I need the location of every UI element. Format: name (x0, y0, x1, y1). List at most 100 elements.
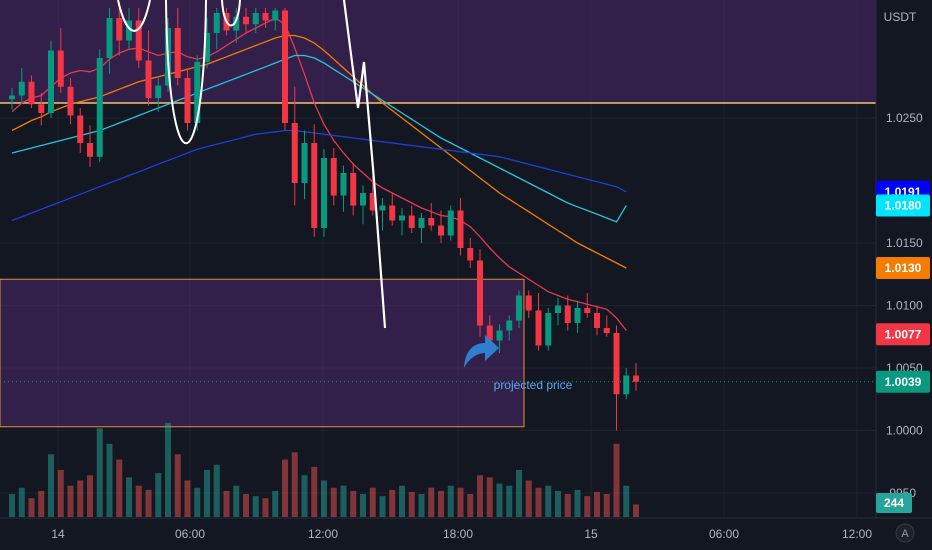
annotations: projected price (464, 335, 573, 392)
candle[interactable] (594, 305, 600, 336)
volume-bar (38, 490, 45, 517)
candle-body (594, 313, 600, 328)
candle-body (321, 158, 327, 228)
candle[interactable] (243, 8, 249, 33)
volume-bar (28, 498, 35, 517)
volume-bar (516, 470, 522, 517)
projected-price-label: projected price (494, 378, 573, 392)
volume-bar (301, 475, 308, 517)
candle[interactable] (96, 49, 103, 162)
volume-bar (311, 466, 318, 517)
candle[interactable] (18, 68, 25, 103)
candle[interactable] (506, 315, 513, 341)
candle[interactable] (603, 315, 610, 337)
volume-bar (633, 504, 639, 517)
candle[interactable] (311, 124, 318, 237)
candle[interactable] (457, 198, 464, 256)
candle[interactable] (48, 40, 54, 119)
candle[interactable] (623, 368, 630, 400)
candle[interactable] (282, 8, 288, 131)
candle[interactable] (535, 293, 542, 351)
candle[interactable] (399, 208, 405, 236)
candle[interactable] (389, 193, 396, 226)
candle[interactable] (516, 290, 522, 329)
candle[interactable] (262, 8, 269, 28)
candle[interactable] (57, 28, 64, 93)
volume-bar (57, 470, 64, 517)
candle[interactable] (135, 8, 142, 68)
candle[interactable] (155, 78, 162, 112)
candle[interactable] (233, 8, 240, 43)
candle[interactable] (418, 213, 425, 243)
candle[interactable] (67, 78, 74, 125)
candle[interactable] (204, 18, 210, 68)
volume-bar (603, 494, 610, 517)
candle[interactable] (77, 108, 84, 153)
candle[interactable] (574, 300, 581, 334)
candle[interactable] (145, 30, 152, 106)
candle[interactable] (213, 8, 220, 50)
price-badge-label: 1.0077 (885, 327, 922, 341)
price-badge: 1.0180 (876, 194, 930, 217)
candle[interactable] (184, 68, 191, 131)
curve-drawing-loop-1 (117, 0, 151, 32)
volume-bar (67, 485, 74, 517)
curve-drawing-loop-2 (165, 0, 207, 144)
candle[interactable] (252, 8, 259, 33)
volume-bar (496, 483, 503, 517)
candle[interactable] (447, 205, 454, 241)
candle-body (135, 20, 142, 61)
volume-bar (321, 480, 327, 517)
candle[interactable] (330, 148, 337, 206)
candle[interactable] (525, 290, 532, 319)
candle[interactable] (350, 163, 357, 216)
candle[interactable] (555, 298, 561, 326)
candle[interactable] (321, 149, 327, 237)
auto-scale-button[interactable]: A (895, 523, 915, 543)
candle[interactable] (87, 125, 93, 167)
candle[interactable] (496, 324, 503, 353)
candle[interactable] (38, 93, 45, 126)
candle-body (623, 375, 630, 395)
candle[interactable] (301, 130, 308, 200)
candle-body (369, 193, 376, 211)
candle[interactable] (106, 8, 113, 75)
candle[interactable] (477, 249, 483, 337)
volume-bar (428, 487, 435, 517)
volume-bar (525, 480, 532, 517)
projection-drawing-line (342, 0, 387, 329)
candle[interactable] (379, 198, 386, 231)
candle[interactable] (613, 325, 620, 431)
volume-badge-bg (876, 493, 912, 513)
candle[interactable] (428, 203, 435, 231)
price-badge-bg (876, 323, 930, 346)
candle[interactable] (9, 88, 15, 110)
price-tick-label: 1.0000 (886, 424, 923, 438)
candle[interactable] (408, 205, 415, 234)
candle[interactable] (291, 86, 298, 206)
candle[interactable] (340, 165, 347, 212)
candle[interactable] (438, 210, 444, 244)
candle[interactable] (564, 295, 571, 331)
price-badge-label: 1.0130 (885, 261, 922, 275)
ma-long-line (11, 129, 627, 222)
candle[interactable] (28, 75, 35, 109)
candle[interactable] (369, 175, 376, 216)
candle[interactable] (633, 363, 639, 391)
volume-bar (477, 475, 483, 517)
curve-drawing-loop-3 (221, 0, 241, 27)
candle-body (408, 215, 415, 228)
candle[interactable] (360, 185, 366, 225)
candles[interactable] (9, 8, 639, 431)
volume-bar (594, 491, 600, 517)
candle[interactable] (174, 8, 181, 86)
candle[interactable] (584, 293, 591, 318)
candle[interactable] (467, 238, 474, 268)
candle[interactable] (272, 8, 279, 31)
time-tick-label: 12:00 (308, 527, 338, 541)
candle[interactable] (545, 308, 552, 351)
candle[interactable] (116, 8, 123, 56)
